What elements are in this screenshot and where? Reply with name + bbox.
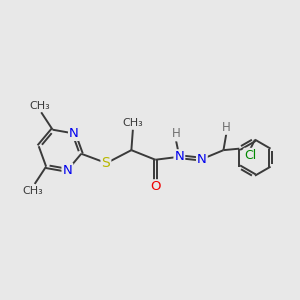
Text: N: N (69, 127, 79, 140)
Text: H: H (222, 121, 231, 134)
Text: N: N (62, 164, 72, 177)
Text: H: H (171, 128, 180, 140)
Text: CH₃: CH₃ (122, 118, 143, 128)
Text: S: S (101, 156, 110, 170)
Text: O: O (150, 180, 160, 193)
Text: CH₃: CH₃ (29, 101, 50, 111)
Text: N: N (197, 153, 207, 166)
Text: N: N (175, 150, 184, 163)
Text: CH₃: CH₃ (23, 185, 44, 196)
Text: Cl: Cl (244, 149, 256, 162)
